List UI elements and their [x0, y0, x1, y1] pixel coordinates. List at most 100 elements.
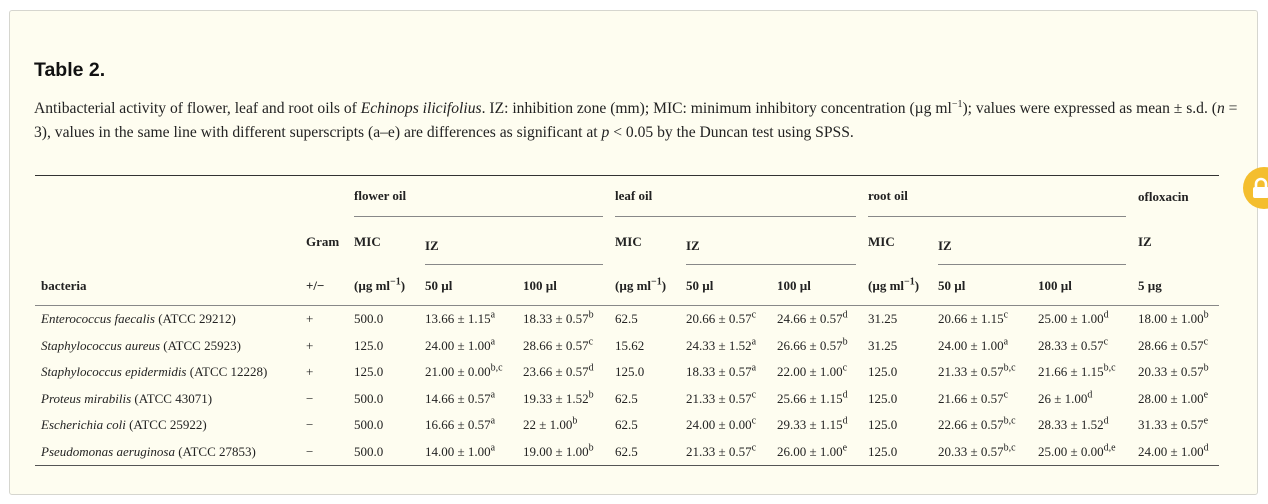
flower-iz-100-superscript: d — [588, 362, 594, 374]
header-flower-oil-label: flower oil — [354, 188, 407, 203]
root-iz-100-superscript: d — [1103, 309, 1109, 321]
caption-text: < 0.05 by the Duncan test using SPSS. — [609, 123, 854, 141]
leaf-iz-50-cell: 24.00 ± 0.00c — [680, 412, 771, 439]
bacteria-cell: Staphylococcus epidermidis (ATCC 12228) — [35, 359, 300, 386]
flower-iz-100-cell: 18.33 ± 0.57b — [517, 306, 609, 333]
table-row: Enterococcus faecalis (ATCC 29212) +500.0… — [35, 306, 1219, 333]
table-body: Enterococcus faecalis (ATCC 29212) +500.0… — [35, 306, 1219, 466]
leaf-mic-value: 62.5 — [615, 390, 638, 406]
root-iz-100-value: 25.00 ± 1.00 — [1038, 311, 1104, 327]
root-mic-cell: 125.0 — [862, 359, 932, 386]
flower-iz-100-cell: 28.66 ± 0.57c — [517, 333, 609, 360]
caption-superscript: −1 — [951, 98, 963, 110]
header-mic: MIC — [354, 234, 381, 249]
flower-iz-50-superscript: b,c — [490, 362, 503, 374]
root-iz-50-cell: 20.66 ± 1.15c — [932, 306, 1032, 333]
root-iz-100-cell: 28.33 ± 1.52d — [1032, 412, 1132, 439]
leaf-mic-cell: 15.62 — [609, 333, 680, 360]
leaf-iz-50-value: 18.33 ± 0.57 — [686, 364, 752, 380]
ofloxacin-iz-5-cell: 31.33 ± 0.57e — [1132, 412, 1219, 439]
leaf-iz-100-superscript: c — [842, 362, 848, 374]
leaf-iz-50-value: 24.33 ± 1.52 — [686, 337, 752, 353]
leaf-iz-50-cell: 21.33 ± 0.57c — [680, 438, 771, 466]
leaf-iz-50-value: 21.33 ± 0.57 — [686, 390, 752, 406]
flower-iz-50-cell: 14.00 ± 1.00a — [419, 438, 517, 466]
root-mic-value: 125.0 — [868, 390, 898, 406]
leaf-iz-50-superscript: c — [751, 389, 757, 401]
ofloxacin-iz-5-value: 24.00 ± 1.00 — [1138, 443, 1204, 459]
flower-iz-50-value: 14.00 ± 1.00 — [425, 443, 491, 459]
header-mic-unit-text: (µg ml — [868, 278, 905, 293]
bacteria-name: Escherichia coli — [41, 417, 126, 433]
leaf-mic-value: 15.62 — [615, 337, 645, 353]
header-iz: IZ — [419, 217, 609, 267]
flower-mic-cell: 500.0 — [348, 412, 419, 439]
ofloxacin-iz-5-cell: 24.00 ± 1.00d — [1132, 438, 1219, 466]
leaf-iz-100-cell: 29.33 ± 1.15d — [771, 412, 862, 439]
bacteria-cell: Pseudomonas aeruginosa (ATCC 27853) — [35, 438, 300, 466]
table-row: Staphylococcus epidermidis (ATCC 12228) +… — [35, 359, 1219, 386]
table-row: Pseudomonas aeruginosa (ATCC 27853) −500.… — [35, 438, 1219, 466]
header-iz-label: IZ — [686, 237, 700, 253]
flower-iz-50-superscript: a — [490, 336, 496, 348]
bacteria-strain: (ATCC 29212) — [154, 311, 236, 327]
header-mic-unit-text: ) — [661, 278, 667, 293]
header-iz-label: IZ — [938, 237, 952, 253]
gram-cell: − — [306, 390, 314, 406]
header-mic: MIC — [868, 234, 895, 249]
header-mic-unit-sup: −1 — [904, 276, 915, 288]
ofloxacin-iz-5-value: 20.33 ± 0.57 — [1138, 364, 1204, 380]
leaf-iz-50-superscript: c — [751, 442, 757, 454]
root-iz-50-value: 21.33 ± 0.57 — [938, 364, 1004, 380]
root-iz-50-superscript: b,c — [1003, 442, 1016, 454]
root-iz-50-superscript: b,c — [1003, 362, 1016, 374]
flower-mic-cell: 500.0 — [348, 306, 419, 333]
flower-mic-cell: 500.0 — [348, 386, 419, 413]
table-row: Escherichia coli (ATCC 25922) −500.0 16.66… — [35, 412, 1219, 439]
root-mic-cell: 125.0 — [862, 412, 932, 439]
table-row: Proteus mirabilis (ATCC 43071) −500.0 14.6… — [35, 386, 1219, 413]
ofloxacin-iz-5-superscript: e — [1203, 415, 1209, 427]
header-empty — [35, 175, 300, 217]
leaf-iz-50-value: 20.66 ± 0.57 — [686, 311, 752, 327]
bacteria-cell: Enterococcus faecalis (ATCC 29212) — [35, 306, 300, 333]
flower-mic-value: 125.0 — [354, 364, 384, 380]
root-iz-100-superscript: d,e — [1103, 442, 1116, 454]
flower-iz-100-cell: 19.33 ± 1.52b — [517, 386, 609, 413]
flower-iz-100-value: 19.33 ± 1.52 — [523, 390, 589, 406]
data-table: flower oil leaf oil root oil ofloxacin G… — [35, 175, 1219, 466]
flower-mic-cell: 125.0 — [348, 359, 419, 386]
lock-icon — [1253, 177, 1268, 198]
flower-iz-50-value: 13.66 ± 1.15 — [425, 311, 491, 327]
flower-mic-value: 500.0 — [354, 417, 384, 433]
root-iz-50-value: 21.66 ± 0.57 — [938, 390, 1004, 406]
flower-iz-100-superscript: b — [572, 415, 578, 427]
leaf-iz-50-cell: 21.33 ± 0.57c — [680, 386, 771, 413]
header-dose-5: 5 µg — [1132, 267, 1219, 306]
flower-iz-50-cell: 24.00 ± 1.00a — [419, 333, 517, 360]
header-mic-unit-sup: −1 — [390, 276, 401, 288]
root-iz-100-cell: 21.66 ± 1.15b,c — [1032, 359, 1132, 386]
root-iz-50-cell: 20.33 ± 0.57b,c — [932, 438, 1032, 466]
root-mic-cell: 125.0 — [862, 386, 932, 413]
header-mic-unit-sup: −1 — [651, 276, 662, 288]
leaf-iz-50-superscript: c — [751, 415, 757, 427]
bacteria-strain: (ATCC 12228) — [186, 364, 268, 380]
header-iz: IZ — [1138, 234, 1152, 249]
leaf-iz-100-cell: 26.66 ± 0.57b — [771, 333, 862, 360]
header-gram: Gram — [306, 234, 340, 249]
bacteria-cell: Escherichia coli (ATCC 25922) — [35, 412, 300, 439]
leaf-mic-cell: 62.5 — [609, 306, 680, 333]
leaf-iz-50-cell: 20.66 ± 0.57c — [680, 306, 771, 333]
flower-iz-100-cell: 19.00 ± 1.00b — [517, 438, 609, 466]
leaf-iz-100-superscript: b — [842, 336, 848, 348]
root-iz-100-superscript: d — [1087, 389, 1093, 401]
leaf-iz-100-value: 29.33 ± 1.15 — [777, 417, 843, 433]
flower-iz-100-superscript: c — [588, 336, 594, 348]
header-dose-50: 50 µl — [932, 267, 1032, 306]
leaf-mic-value: 62.5 — [615, 417, 638, 433]
header-dose-100: 100 µl — [517, 267, 609, 306]
caption-variable: p — [601, 123, 610, 141]
flower-iz-50-cell: 14.66 ± 0.57a — [419, 386, 517, 413]
table-caption: Antibacterial activity of flower, leaf a… — [34, 97, 1244, 144]
